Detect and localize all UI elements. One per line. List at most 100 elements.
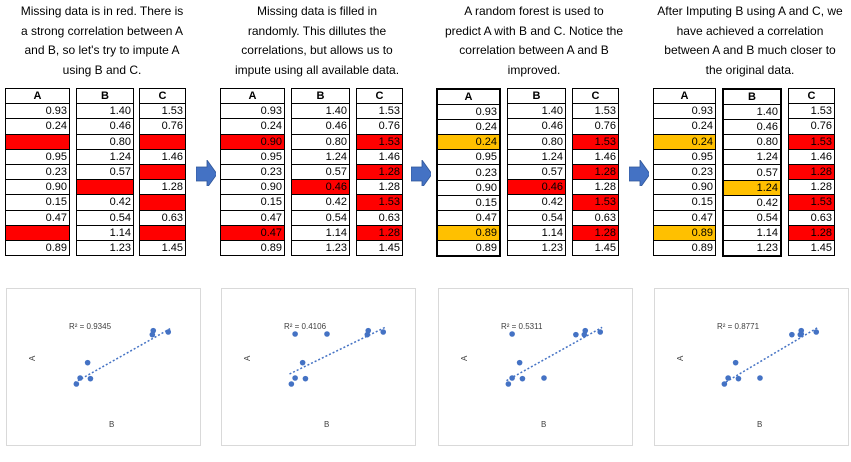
caption-line: using B and C.	[62, 62, 142, 77]
column-header: A	[5, 87, 70, 105]
r-squared-label: R² = 0.8771	[717, 322, 760, 331]
scatter-chart: R² = 0.8771 B A	[654, 288, 849, 446]
data-point	[87, 375, 94, 382]
data-point	[292, 375, 298, 381]
table-cell: 0.57	[722, 164, 782, 181]
table-cell: 0.46	[507, 179, 566, 196]
table-cell: 1.53	[788, 194, 835, 211]
table-cell: 1.23	[76, 239, 134, 257]
caption-line: a strong correlation between A	[20, 23, 184, 38]
column-header: B	[722, 87, 782, 105]
column-header: A	[436, 87, 501, 105]
x-axis-label: B	[109, 420, 114, 429]
column-C: C 1.53 0.76 1.53 1.46 1.28 1.28 1.53 0.63 1.28 1.4…	[572, 87, 619, 257]
table-cell: 0.23	[220, 163, 285, 181]
table-cell: 1.14	[76, 224, 134, 241]
table-cell: 1.24	[507, 148, 566, 165]
table-cell: 0.54	[722, 209, 782, 227]
table-cell: 0.47	[436, 209, 501, 227]
data-point	[302, 375, 309, 382]
table-cell: 0.23	[5, 163, 70, 181]
panel-caption: A random forest is used to predict A with…	[434, 2, 634, 80]
table-cell: 0.24	[436, 134, 501, 151]
table-cell: 0.90	[436, 179, 501, 196]
table-cell: 1.53	[139, 103, 186, 120]
caption-line: improved.	[507, 62, 561, 77]
table-cell: 0.93	[220, 103, 285, 120]
table-cell: 1.46	[356, 148, 403, 165]
table-cell: 0.63	[788, 209, 835, 226]
table-cell: 0.95	[653, 148, 716, 165]
table-cell: 0.89	[653, 239, 716, 257]
table-cell: 0.89	[5, 239, 70, 257]
table-cell: 1.45	[572, 239, 619, 257]
table-cell: 0.93	[653, 103, 716, 120]
data-point	[541, 375, 547, 381]
table-cell: 0.80	[76, 133, 134, 150]
data-point	[380, 329, 387, 335]
scatter-svg: R² = 0.5311 B A	[460, 322, 604, 429]
table-cell: 0.24	[653, 133, 716, 150]
table-cell: 0.54	[291, 209, 350, 226]
column-B: B 1.40 0.46 0.80 1.24 0.57 1.24 0.42 0.54 1.14 1.2…	[722, 87, 782, 258]
table-cell: 0.47	[220, 209, 285, 226]
table-cell: 1.28	[572, 163, 619, 181]
table-cell: 0.24	[5, 118, 70, 135]
table-cell: 1.45	[139, 239, 186, 257]
y-axis-label: A	[676, 355, 685, 361]
table-cell: 0.23	[653, 163, 716, 181]
column-header: C	[139, 87, 186, 105]
table-cell: 0.90	[5, 179, 70, 196]
table-cell: 0.24	[220, 118, 285, 135]
table-cell: 1.53	[356, 133, 403, 150]
table-cell: 0.46	[291, 118, 350, 135]
data-point	[84, 359, 91, 366]
table-cell: 0.95	[5, 148, 70, 165]
table-cell: 1.53	[572, 133, 619, 150]
data-point	[519, 375, 526, 382]
x-axis-label: B	[541, 420, 546, 429]
table-cell: 1.46	[572, 148, 619, 165]
column-header: A	[653, 87, 716, 105]
table-cell: 0.63	[572, 209, 619, 226]
data-point	[509, 331, 515, 337]
data-point	[725, 375, 731, 381]
caption-line: Missing data is in red. There is	[20, 4, 184, 18]
table-cell: 1.53	[572, 103, 619, 120]
column-A: A 0.93 0.24 0.24 0.95 0.23 0.90 0.15 0.47 0.89 0.8…	[653, 87, 716, 257]
column-C: C 1.53 0.76 1.53 1.46 1.28 1.28 1.53 0.63 1.28 1.4…	[788, 87, 835, 257]
table-cell: 0.46	[507, 118, 566, 135]
table-cell: 1.53	[788, 103, 835, 120]
data-point	[757, 375, 763, 381]
data-point	[721, 381, 728, 387]
table-cell: 1.24	[722, 149, 782, 166]
trendline	[722, 326, 819, 385]
data-point	[509, 375, 515, 381]
table-cell: 0.15	[653, 194, 716, 211]
data-point	[299, 359, 306, 366]
table-cell: 1.14	[722, 225, 782, 242]
table-cell: 1.40	[722, 103, 782, 120]
r-squared-label: R² = 0.5311	[501, 322, 543, 331]
data-point	[813, 329, 820, 335]
table-cell: 0.47	[220, 224, 285, 241]
table-cell: 0.95	[436, 149, 501, 166]
table-cell: 0.57	[76, 163, 134, 181]
scatter-chart: R² = 0.5311 B A	[438, 288, 633, 446]
caption-line: correlations, but allows us to	[241, 43, 393, 57]
table-cell: 1.28	[356, 224, 403, 241]
table-cell: 0.42	[76, 194, 134, 211]
data-point	[581, 331, 588, 338]
table-cell: 0.93	[436, 103, 501, 120]
data-point	[789, 331, 795, 338]
data-point	[732, 359, 739, 366]
table-cell: 1.53	[356, 194, 403, 211]
caption-line: correlation between A and B	[459, 43, 609, 57]
table-cell: 0.42	[291, 194, 350, 211]
caption-line: predict A with B and C. Notice the	[444, 23, 624, 38]
table-cell: 0.76	[572, 118, 619, 135]
data-point	[77, 375, 83, 381]
data-point	[597, 329, 604, 335]
column-header: A	[220, 87, 285, 105]
caption-line: have achieved a correlation	[676, 23, 824, 38]
